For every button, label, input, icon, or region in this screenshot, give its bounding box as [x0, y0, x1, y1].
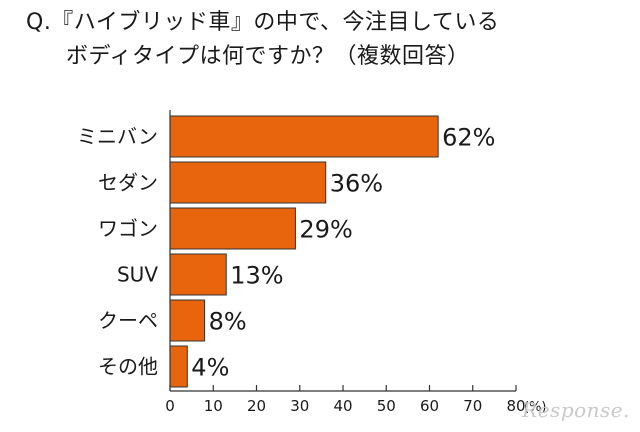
- x-tick-label: 80: [506, 397, 525, 415]
- bar-3: [169, 253, 227, 296]
- x-tick-label: 0: [165, 397, 175, 415]
- chart-title: Q.『ハイブリッド車』の中で、今注目している ボディタイプは何ですか？（複数回答…: [26, 6, 626, 74]
- category-label: ワゴン: [98, 217, 158, 241]
- bar-2: [169, 207, 296, 250]
- bar-0: [169, 115, 439, 158]
- x-tick-label: 40: [333, 397, 352, 415]
- bar-1: [169, 161, 327, 204]
- data-label: 29%: [299, 216, 352, 244]
- x-tick-label: 70: [463, 397, 482, 415]
- category-label: SUV: [117, 263, 158, 287]
- category-label: その他: [98, 355, 158, 379]
- category-label: セダン: [98, 171, 158, 195]
- category-label: クーペ: [98, 309, 158, 333]
- watermark-logo: Response.: [522, 398, 630, 422]
- bar-4: [169, 299, 206, 342]
- data-label: 62%: [442, 124, 495, 152]
- chart-title-line2: ボディタイプは何ですか？（複数回答）: [66, 44, 470, 69]
- x-tick-label: 20: [247, 397, 266, 415]
- data-label: 4%: [191, 354, 229, 382]
- bar-5: [169, 345, 188, 388]
- x-tick-label: 60: [420, 397, 439, 415]
- data-label: 8%: [209, 308, 247, 336]
- x-tick-label: 10: [204, 397, 223, 415]
- chart-title-line1: Q.『ハイブリッド車』の中で、今注目している: [26, 10, 500, 35]
- x-tick-label: 50: [377, 397, 396, 415]
- data-label: 36%: [330, 170, 383, 198]
- x-axis-label: (%): [524, 400, 547, 415]
- x-tick-label: 30: [290, 397, 309, 415]
- data-label: 13%: [230, 262, 283, 290]
- category-label: ミニバン: [77, 125, 158, 149]
